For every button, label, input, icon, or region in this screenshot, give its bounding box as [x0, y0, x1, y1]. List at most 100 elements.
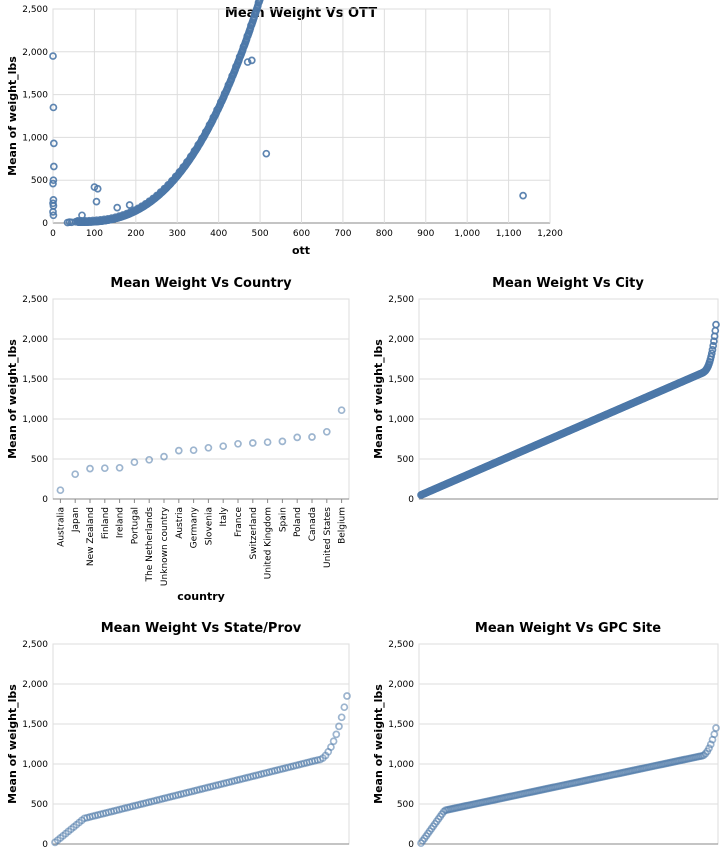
x-tick-label: 1,200: [537, 229, 563, 239]
outlier-point: [92, 197, 101, 206]
outlier-point: [49, 176, 58, 185]
y-tick-label: 2,500: [22, 295, 48, 305]
data-point: [130, 458, 139, 467]
x-tick-label: Slovenia: [204, 507, 214, 545]
x-tick-label: Unknown country: [160, 506, 170, 586]
x-tick-label: New Zealand: [86, 507, 96, 566]
x-tick-label: Finland: [101, 507, 111, 539]
y-tick-label: 1,000: [388, 760, 414, 770]
outlier-point: [262, 149, 271, 158]
data-point: [145, 455, 154, 464]
x-tick-label: 700: [334, 229, 351, 239]
y-tick-label: 500: [31, 176, 48, 186]
data-point: [293, 433, 302, 442]
y-tick-label: 1,500: [22, 91, 48, 101]
chart-title: Mean Weight Vs GPC Site: [475, 621, 661, 636]
x-tick-label: Ireland: [116, 507, 126, 538]
data-point: [329, 737, 338, 746]
x-tick-label: Italy: [219, 506, 229, 526]
outlier-point: [78, 211, 86, 220]
data-point: [204, 443, 213, 452]
y-tick-label: 2,000: [388, 680, 414, 690]
chart-mean-weight-vs-gpc-site: Mean Weight Vs GPC Site Mean of weight_l…: [372, 621, 720, 850]
y-tick-label: 1,500: [22, 375, 48, 385]
y-tick-label: 2,000: [22, 680, 48, 690]
outlier-point: [113, 203, 122, 212]
x-tick-label: 1,000: [454, 229, 480, 239]
outlier-point: [93, 184, 102, 193]
x-tick-label: 800: [376, 229, 393, 239]
chart-mean-weight-vs-ott: Mean Weight Vs OTT ott Mean of weight_lb…: [6, 0, 563, 257]
plot-frame: [418, 643, 719, 845]
data-point: [86, 464, 94, 473]
data-point: [710, 337, 718, 346]
x-tick-label: France: [234, 507, 244, 537]
y-tick-label: 1,000: [22, 133, 48, 143]
x-tick-label: Portugal: [130, 507, 140, 544]
data-point: [707, 352, 715, 361]
y-tick-label: 0: [408, 840, 414, 850]
outlier-point: [519, 191, 527, 200]
y-tick-label: 2,000: [22, 48, 48, 58]
data-point: [322, 427, 331, 436]
data-point: [343, 692, 351, 700]
plot-frame: [418, 298, 719, 500]
data-point: [308, 433, 316, 441]
data-point: [174, 446, 183, 455]
outlier-point: [125, 201, 134, 209]
y-tick-label: 0: [42, 495, 48, 505]
x-tick-label: Belgium: [338, 507, 348, 544]
data-point: [705, 744, 713, 753]
y-axis-title: Mean of weight_lbs: [6, 684, 19, 804]
chart-mean-weight-vs-country: Mean Weight Vs Country country Mean of w…: [6, 276, 350, 603]
data-point: [115, 463, 124, 472]
x-tick-label: 100: [86, 229, 103, 239]
outlier-point: [49, 139, 58, 148]
data-point: [189, 446, 198, 455]
data-point: [248, 439, 257, 447]
data-point: [278, 437, 287, 446]
x-axis-title: country: [177, 590, 225, 603]
outlier-point: [49, 211, 58, 220]
outlier-point: [49, 162, 58, 171]
outlier-point: [49, 52, 57, 60]
data-point: [160, 452, 168, 461]
x-tick-label: 1,100: [496, 229, 522, 239]
y-tick-label: 1,500: [388, 720, 414, 730]
y-tick-label: 2,000: [388, 335, 414, 345]
data-point: [337, 406, 346, 415]
y-tick-label: 1,000: [22, 415, 48, 425]
data-point: [234, 439, 242, 448]
y-tick-label: 500: [31, 800, 48, 810]
y-axis-title: Mean of weight_lbs: [6, 56, 19, 176]
outlier-point: [243, 58, 252, 66]
chart-title: Mean Weight Vs City: [492, 276, 644, 291]
x-tick-label: 200: [127, 229, 144, 239]
y-axis-title: Mean of weight_lbs: [372, 684, 385, 804]
y-tick-label: 2,500: [22, 5, 48, 15]
chart-mean-weight-vs-city: Mean Weight Vs City Mean of weight_lbs 0…: [372, 276, 720, 505]
data-point: [332, 730, 341, 739]
y-tick-label: 1,000: [388, 415, 414, 425]
x-tick-label: 400: [210, 229, 227, 239]
x-tick-label: 900: [417, 229, 434, 239]
y-tick-label: 1,500: [388, 375, 414, 385]
x-tick-label: Australia: [56, 507, 66, 547]
y-tick-label: 2,000: [22, 335, 48, 345]
chart-mean-weight-vs-state-prov: Mean Weight Vs State/Prov Mean of weight…: [6, 621, 351, 850]
x-tick-label: 0: [50, 229, 56, 239]
x-tick-label: Germany: [190, 506, 200, 548]
y-tick-label: 0: [42, 840, 48, 850]
data-point: [707, 349, 716, 358]
x-tick-label: Poland: [293, 507, 303, 537]
x-tick-label: Switzerland: [249, 507, 259, 560]
y-tick-label: 2,500: [388, 640, 414, 650]
y-tick-label: 0: [42, 219, 48, 229]
outlier-point: [49, 103, 58, 112]
y-axis-title: Mean of weight_lbs: [372, 339, 385, 459]
data-point: [327, 743, 335, 751]
data-point: [337, 713, 346, 722]
x-tick-label: United Kingdom: [264, 507, 274, 579]
x-tick-label: United States: [323, 507, 333, 568]
